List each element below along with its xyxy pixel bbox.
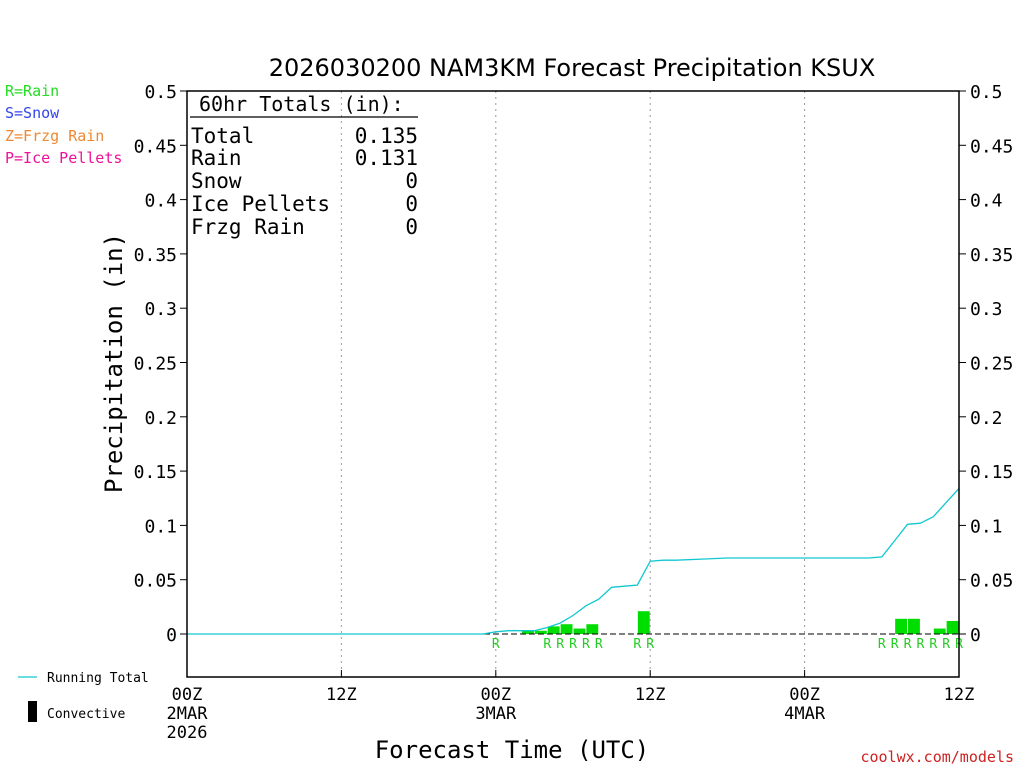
y-tick-label-left-0: 0: [166, 625, 177, 646]
y-tick-label-left-6: 0.3: [144, 299, 177, 320]
totals-header: 60hr Totals (in):: [199, 92, 404, 116]
x-tick-label-2: 00Z: [480, 685, 511, 705]
type-mark-0: R: [492, 637, 500, 652]
y-tick-label-right-2: 0.1: [970, 516, 1003, 537]
precip-bar-2: [547, 626, 560, 634]
running-total-legend-label: Running Total: [47, 671, 149, 686]
y-tick-label-left-7: 0.35: [134, 245, 177, 266]
legend-ice-pellets: P=Ice Pellets: [5, 149, 122, 167]
y-tick-label-right-10: 0.5: [970, 82, 1003, 103]
y-tick-label-left-5: 0.25: [134, 354, 177, 375]
type-mark-1: R: [543, 637, 551, 652]
legend-rain: R=Rain: [5, 82, 59, 100]
y-tick-label-right-7: 0.35: [970, 245, 1013, 266]
chart-title: 2026030200 NAM3KM Forecast Precipitation…: [269, 54, 876, 82]
y-tick-label-left-1: 0.05: [134, 571, 177, 592]
type-mark-7: R: [646, 637, 654, 652]
legend-frzg-rain: Z=Frzg Rain: [5, 127, 104, 145]
y-tick-label-left-8: 0.4: [144, 191, 177, 212]
totals-value-rain: 0.131: [355, 146, 418, 170]
y-tick-label-right-9: 0.45: [970, 136, 1013, 157]
x-tick-label-4: 00Z: [789, 685, 820, 705]
precip-type-legend: R=Rain S=Snow Z=Frzg Rain P=Ice Pellets: [5, 82, 122, 167]
x-tick-label-5: 12Z: [944, 685, 975, 705]
y-tick-label-right-8: 0.4: [970, 191, 1003, 212]
precip-bar-5: [586, 624, 599, 634]
y-tick-label-left-9: 0.45: [134, 136, 177, 157]
totals-value-ice-pellets: 0: [405, 192, 418, 216]
y-tick-label-left-3: 0.15: [134, 462, 177, 483]
x-tick-label-1: 12Z: [326, 685, 357, 705]
precipitation-bars: [522, 611, 959, 634]
precip-bar-0: [522, 630, 534, 634]
y-tick-label-left-2: 0.1: [144, 516, 177, 537]
precip-bar-9: [933, 628, 946, 634]
y-axis-right: 0 0.05 0.1 0.15 0.2 0.25 0.3 0.35 0.4 0.45 0.5: [959, 82, 1013, 646]
y-axis-left: 0 0.05 0.1 0.15 0.2 0.25 0.3 0.35 0.4 0.45 0.5: [134, 82, 187, 646]
y-tick-label-right-6: 0.3: [970, 299, 1003, 320]
type-mark-13: R: [942, 637, 950, 652]
totals-box: 60hr Totals (in): Total 0.135 Rain 0.131…: [190, 92, 418, 239]
precip-bar-10: [946, 620, 959, 634]
precip-bar-8: [908, 618, 920, 634]
precip-bar-7: [895, 618, 908, 634]
x-tick-date-2: 3MAR: [475, 704, 517, 724]
precip-bar-6: [637, 611, 650, 634]
x-tick-year-0: 2026: [167, 723, 208, 743]
type-mark-8: R: [878, 637, 886, 652]
type-mark-6: R: [633, 637, 641, 652]
type-mark-2: R: [556, 637, 564, 652]
watermark: coolwx.com/models: [860, 748, 1014, 766]
y-axis-label: Precipitation (in): [100, 233, 128, 493]
x-axis-label: Forecast Time (UTC): [375, 736, 650, 764]
precip-bar-4: [573, 628, 586, 634]
type-mark-10: R: [904, 637, 912, 652]
y-tick-label-left-10: 0.5: [144, 82, 177, 103]
convective-legend-swatch: [28, 701, 37, 722]
x-tick-label-3: 12Z: [635, 685, 666, 705]
legend-snow: S=Snow: [5, 104, 60, 122]
y-tick-label-right-0: 0: [970, 625, 981, 646]
x-tick-date-0: 2MAR: [167, 704, 209, 724]
y-tick-label-right-5: 0.25: [970, 354, 1013, 375]
running-total-line: [187, 488, 960, 635]
precip-bar-1: [534, 630, 547, 634]
type-mark-9: R: [891, 637, 899, 652]
line-legend: Running Total Convective: [18, 671, 149, 722]
x-tick-label-0: 00Z: [172, 685, 203, 705]
totals-value-frzg-rain: 0: [405, 215, 418, 239]
totals-value-snow: 0: [405, 169, 418, 193]
totals-label-rain: Rain: [191, 146, 242, 170]
type-mark-4: R: [582, 637, 590, 652]
type-mark-11: R: [916, 637, 924, 652]
totals-label-snow: Snow: [191, 169, 242, 193]
type-mark-12: R: [929, 637, 937, 652]
convective-legend-label: Convective: [47, 707, 125, 722]
precip-bar-3: [560, 624, 573, 634]
type-mark-3: R: [569, 637, 577, 652]
totals-label-ice-pellets: Ice Pellets: [191, 192, 330, 216]
totals-label-frzg-rain: Frzg Rain: [191, 215, 305, 239]
type-mark-5: R: [595, 637, 603, 652]
gridlines: [340, 91, 806, 677]
running-total-series: [187, 488, 960, 635]
y-tick-label-left-4: 0.2: [144, 408, 177, 429]
x-tick-date-4: 4MAR: [784, 704, 826, 724]
totals-value-total: 0.135: [355, 124, 418, 148]
plot-frame: [186, 90, 960, 678]
totals-label-total: Total: [191, 124, 254, 148]
y-tick-label-right-3: 0.15: [970, 462, 1013, 483]
y-tick-label-right-1: 0.05: [970, 571, 1013, 592]
y-tick-label-right-4: 0.2: [970, 408, 1003, 429]
